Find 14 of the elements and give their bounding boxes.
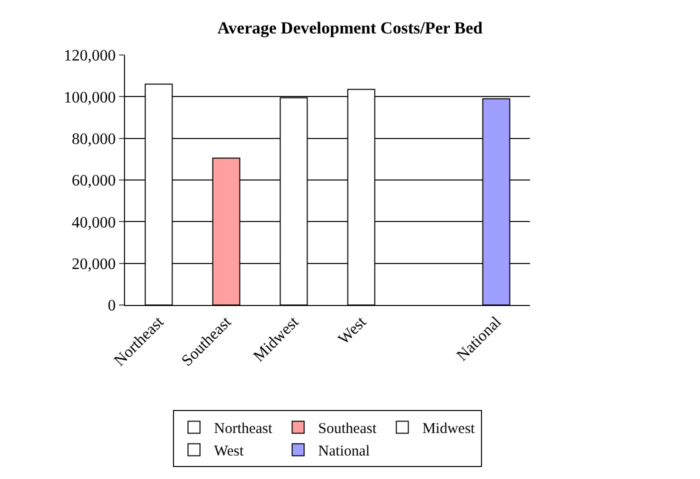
y-tick-label: 120,000	[64, 48, 116, 65]
y-tick-label: 80,000	[72, 130, 116, 148]
chart-title: Average Development Costs/Per Bed	[217, 18, 484, 38]
y-tick-label: 20,000	[72, 256, 116, 273]
legend-label: National	[318, 444, 370, 460]
y-tick-label: 0	[108, 298, 116, 315]
y-tick-label: 40,000	[72, 214, 116, 232]
x-tick-label: West	[335, 313, 370, 348]
legend-label: West	[214, 444, 244, 460]
legend-label: Southeast	[318, 421, 378, 438]
y-tick-label: 60,000	[72, 172, 116, 190]
legend-label: Midwest	[422, 421, 476, 438]
legend-label: Northeast	[214, 421, 274, 438]
y-tick-label: 100,000	[64, 89, 116, 106]
